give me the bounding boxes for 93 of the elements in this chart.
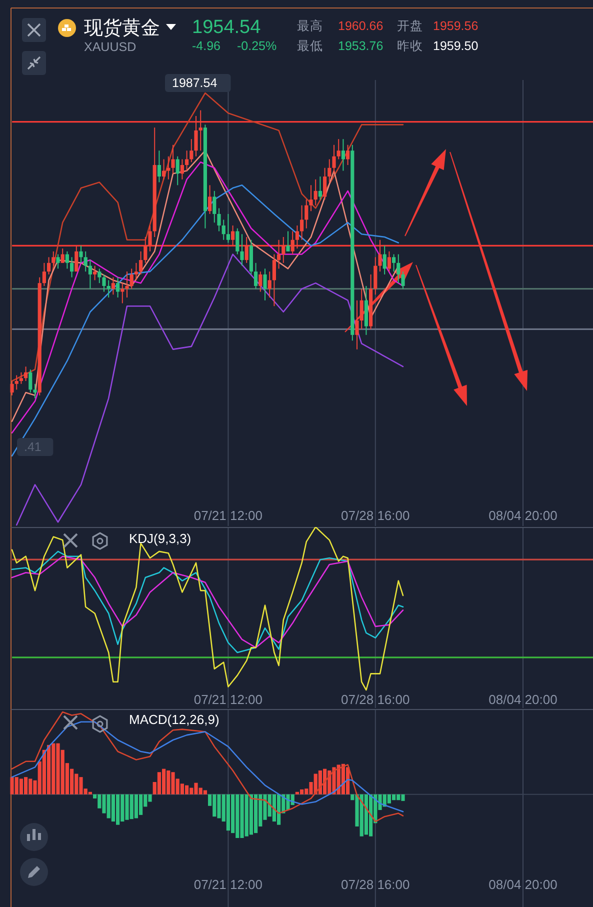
candlestick xyxy=(314,178,318,206)
candlestick xyxy=(19,372,23,384)
candlestick xyxy=(125,271,129,298)
candlestick xyxy=(157,150,161,183)
text: 1954.54 xyxy=(192,17,262,38)
candlestick xyxy=(28,368,32,394)
candlestick xyxy=(341,138,345,172)
text: 08/04 20:00 xyxy=(488,508,558,523)
candlestick xyxy=(208,184,212,214)
candlestick xyxy=(332,144,336,174)
candlestick xyxy=(392,254,396,272)
text: 1959.50 xyxy=(433,39,478,53)
candlestick xyxy=(134,262,138,281)
candlestick xyxy=(254,262,258,290)
candlestick xyxy=(185,150,189,172)
text: 开盘 xyxy=(397,19,423,33)
candlestick xyxy=(106,280,110,298)
chart-subtitle: XAUUSD xyxy=(84,40,136,54)
candlestick xyxy=(84,250,88,272)
x-tick-label: 07/21 12:00 xyxy=(194,877,263,892)
candlestick xyxy=(65,250,69,270)
candlestick xyxy=(309,184,313,212)
candlestick xyxy=(190,138,194,163)
chart-title: 现货黄金 xyxy=(84,18,160,39)
text: 昨收 xyxy=(397,39,423,53)
candlestick xyxy=(116,276,120,298)
candlestick xyxy=(387,250,391,272)
candlestick xyxy=(323,167,327,200)
text: 1960.66 xyxy=(338,19,384,33)
text: -0.25% xyxy=(237,39,277,53)
x-tick-label: 07/21 12:00 xyxy=(194,692,263,707)
candlestick xyxy=(318,176,322,200)
candlestick xyxy=(70,256,74,278)
candlestick xyxy=(176,156,180,186)
candlestick xyxy=(56,254,60,270)
candlestick xyxy=(396,254,400,284)
candlestick xyxy=(236,228,240,255)
candlestick xyxy=(93,265,97,281)
x-tick-label: 07/21 12:00 xyxy=(194,508,263,523)
candlestick xyxy=(382,245,386,275)
candlestick xyxy=(286,230,290,252)
candlestick xyxy=(162,158,166,180)
text: 1959.56 xyxy=(433,19,478,33)
candlestick xyxy=(42,262,46,286)
text: 1953.76 xyxy=(338,39,384,53)
candlestick xyxy=(300,204,304,240)
candlestick xyxy=(166,156,170,180)
candlestick xyxy=(263,268,267,301)
candlestick xyxy=(98,268,102,284)
bar xyxy=(203,790,207,794)
candlestick xyxy=(79,245,83,264)
candlestick xyxy=(355,300,359,350)
candlestick xyxy=(240,234,244,266)
candlestick xyxy=(360,288,364,330)
chart-title: KDJ(9,3,3) xyxy=(129,531,192,546)
candlestick xyxy=(272,254,276,307)
candlestick xyxy=(212,190,216,224)
candlestick xyxy=(47,256,51,275)
candlestick xyxy=(10,380,14,396)
candlestick xyxy=(171,144,175,174)
text: -4.96 xyxy=(192,39,221,53)
text: 1987.54 xyxy=(172,76,218,90)
chart-title: MACD(12,26,9) xyxy=(129,712,220,727)
candlestick xyxy=(217,208,221,232)
candlestick xyxy=(336,138,340,160)
candlestick xyxy=(52,250,56,266)
x-tick-label: 07/28 16:00 xyxy=(341,877,410,892)
x-tick-label: 07/28 16:00 xyxy=(341,692,410,707)
candlestick xyxy=(130,268,134,290)
text: 08/04 20:00 xyxy=(488,877,558,892)
candlestick xyxy=(374,256,378,296)
candlestick xyxy=(180,158,184,180)
candlestick xyxy=(222,219,226,240)
candlestick xyxy=(401,271,405,290)
candlestick xyxy=(14,374,18,390)
candlestick xyxy=(226,213,230,244)
candlestick xyxy=(346,144,350,166)
candlestick xyxy=(111,276,115,296)
candlestick xyxy=(304,199,308,229)
candlestick xyxy=(258,271,262,292)
text: 最低 xyxy=(297,39,323,53)
candlestick xyxy=(33,383,37,399)
candlestick xyxy=(139,250,143,275)
x-tick-label: 07/28 16:00 xyxy=(341,508,410,523)
candlestick xyxy=(268,271,272,298)
candlestick xyxy=(102,274,106,292)
bar xyxy=(88,792,92,794)
candlestick xyxy=(60,248,64,264)
candlestick xyxy=(328,158,332,183)
text: 最高 xyxy=(297,18,323,33)
text: 08/04 20:00 xyxy=(488,692,558,707)
candlestick xyxy=(24,366,28,382)
candlestick xyxy=(88,260,92,290)
